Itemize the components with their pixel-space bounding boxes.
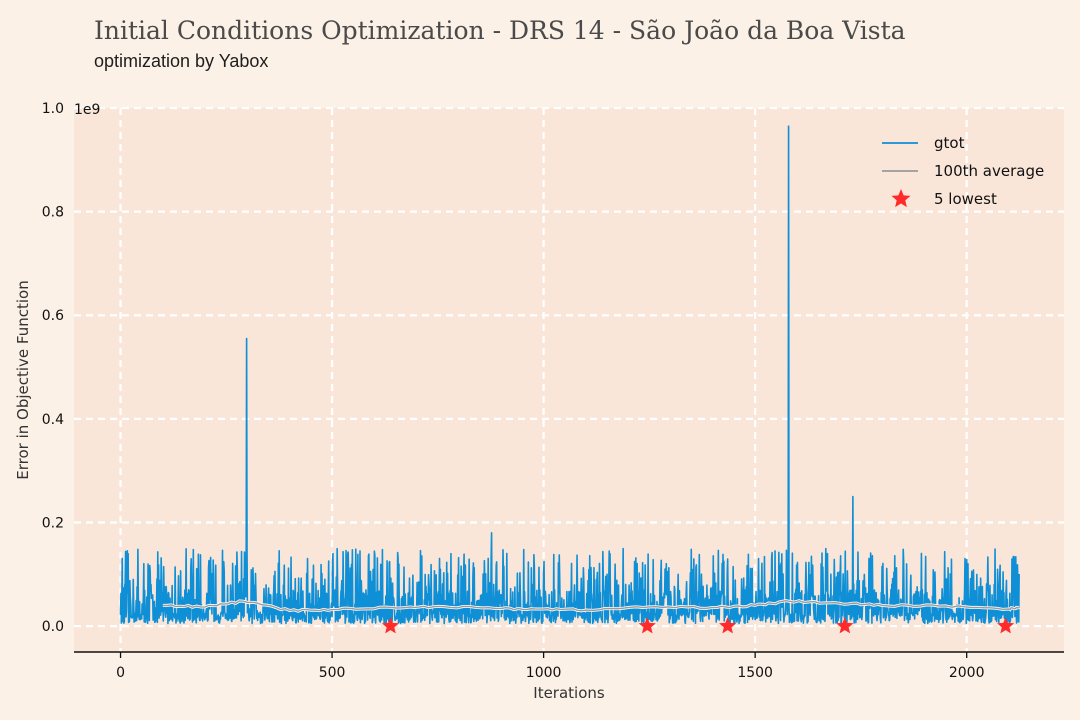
- x-tick-label: 0: [116, 665, 125, 681]
- lowest-point-star: [719, 617, 737, 634]
- y-tick-label: 0.4: [42, 412, 64, 428]
- x-tick-label: 1000: [526, 665, 562, 681]
- chart-subtitle: optimization by Yabox: [94, 51, 269, 71]
- y-tick-label: 0.0: [42, 619, 64, 635]
- lowest-point-star: [997, 617, 1015, 634]
- chart-title: Initial Conditions Optimization - DRS 14…: [94, 16, 906, 45]
- x-tick-label: 1500: [737, 665, 773, 681]
- legend-label: 100th average: [934, 162, 1044, 180]
- legend-label: 5 lowest: [934, 190, 997, 208]
- grid: [74, 106, 1064, 652]
- ticks: 0 500 1000 1500 2000 0.0 0.2 0.4 0.6 0.8 1.0: [42, 101, 985, 681]
- legend-label: gtot: [934, 134, 965, 152]
- x-tick-label: 2000: [949, 665, 985, 681]
- y-tick-label: 1.0: [42, 101, 64, 117]
- series-5-lowest: [381, 617, 1015, 634]
- legend: gtot 100th average 5 lowest: [882, 134, 1044, 208]
- y-tick-label: 0.2: [42, 515, 64, 531]
- y-tick-label: 0.8: [42, 205, 64, 221]
- y-offset-label: 1e9: [74, 102, 100, 118]
- x-axis-label: Iterations: [533, 684, 605, 702]
- x-tick-label: 500: [319, 665, 346, 681]
- lowest-point-star: [836, 617, 854, 634]
- lowest-point-star: [638, 617, 656, 634]
- gtot-line: [119, 125, 1020, 625]
- lowest-point-star: [381, 617, 400, 634]
- legend-swatch-star: [891, 189, 911, 208]
- series-100th-average: [162, 599, 1021, 613]
- average-line: [162, 599, 1020, 613]
- y-tick-label: 0.6: [42, 308, 64, 324]
- y-axis-label: Error in Objective Function: [14, 280, 32, 479]
- series-gtot: [119, 125, 1020, 625]
